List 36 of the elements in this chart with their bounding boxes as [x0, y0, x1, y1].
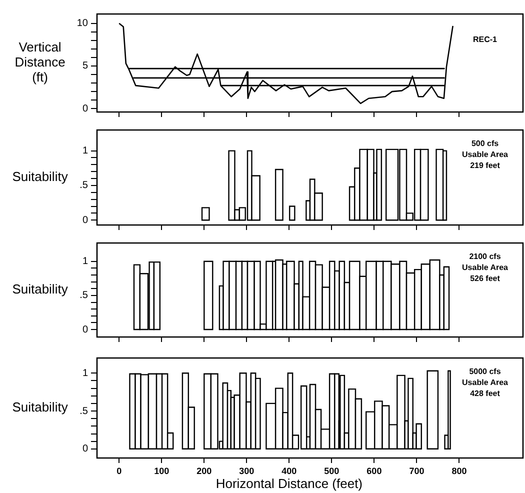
x-tick-label: 600 [366, 466, 382, 476]
y-axis-title: Suitability [12, 400, 68, 415]
annotation: 428 feet [470, 389, 500, 398]
y-tick-label: 5 [82, 60, 88, 72]
annotation: Usable Area [462, 378, 509, 388]
annotation: 2100 cfs [469, 252, 502, 262]
annotation: 526 feet [470, 274, 500, 284]
y-tick-label: 0 [82, 324, 88, 336]
x-tick-label: 500 [324, 466, 340, 476]
y-tick-label: 0 [82, 214, 88, 226]
annotation: 500 cfs [471, 139, 500, 148]
y-tick-label: .5 [80, 290, 88, 302]
y-tick-label: 1 [82, 146, 88, 157]
x-tick-label: 400 [282, 466, 297, 476]
y-tick-label: 0 [82, 444, 88, 455]
x-tick-label: 300 [239, 466, 254, 476]
y-tick-label: 10 [76, 18, 88, 30]
y-axis-title: Vertical Distance (ft) [14, 40, 66, 85]
y-tick-label: 1 [82, 368, 88, 379]
x-tick-label: 200 [196, 466, 212, 476]
annotation: 5000 cfs [469, 367, 502, 376]
y-axis-title: Suitability [12, 282, 68, 297]
annotation: 219 feet [470, 161, 500, 170]
x-axis-title: Horizontal Distance (feet) [216, 476, 363, 492]
y-tick-label: 0 [82, 103, 88, 114]
x-tick-label: 700 [409, 466, 424, 476]
y-tick-label: 1 [82, 256, 88, 268]
y-tick-label: .5 [80, 406, 88, 417]
annotation: Usable Area [462, 150, 509, 160]
y-axis-title: Suitability [12, 169, 68, 184]
y-tick-label: .5 [80, 180, 88, 192]
annotation: REC-1 [472, 35, 498, 44]
annotation: Usable Area [462, 263, 509, 272]
x-tick-label: 100 [154, 466, 170, 476]
x-tick-label: 0 [116, 466, 122, 476]
x-tick-label: 800 [452, 466, 467, 476]
